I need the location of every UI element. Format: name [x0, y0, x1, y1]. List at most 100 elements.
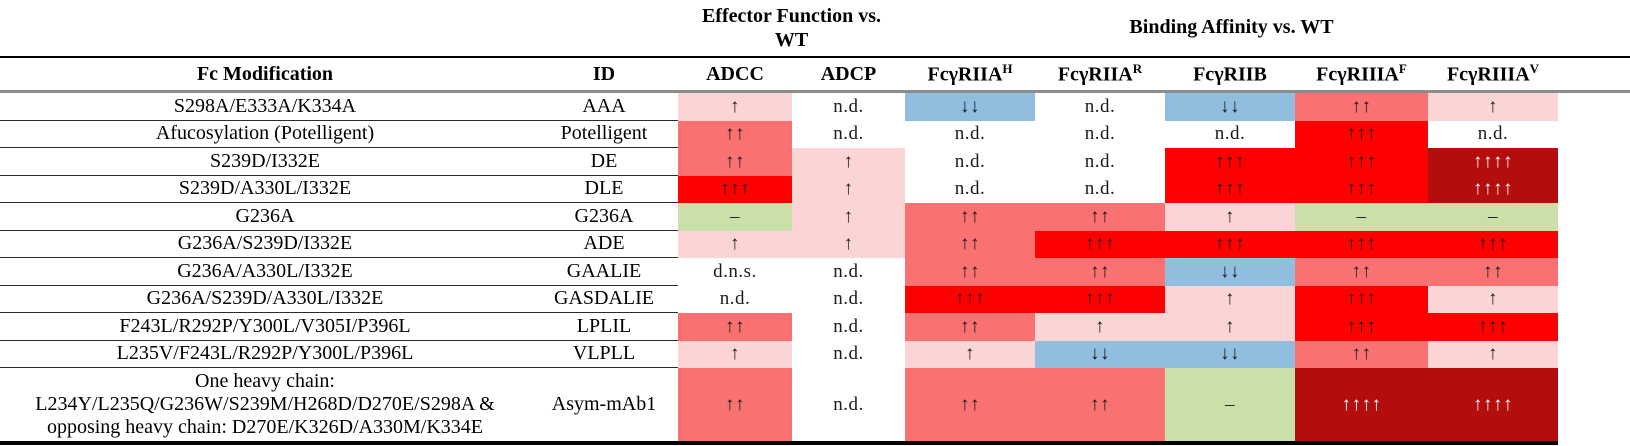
fcgriib-cell: ↑↑↑ — [1165, 230, 1295, 258]
col-header-fc-modification: Fc Modification — [196, 62, 334, 85]
fcgriia-r-cell: n.d. — [1084, 123, 1116, 145]
fcgriiia-v-cell: – — [1428, 203, 1558, 231]
adcc-cell: ↑↑↑ — [678, 175, 792, 203]
col-header-fcgriiia-v: FcγRIIIAV — [1446, 61, 1540, 86]
fc-modification-cell: L235V/F243L/R292P/Y300L/P396L — [0, 341, 530, 368]
fcgriib-cell: ↓↓ — [1165, 340, 1295, 368]
fcgriiia-f-cell: ↑↑↑↑ — [1295, 368, 1428, 441]
fcgriiia-f-cell: ↑↑↑ — [1295, 148, 1428, 176]
fcgriiia-f-cell: ↑↑↑ — [1295, 285, 1428, 313]
col-header-id: ID — [592, 62, 616, 85]
fcgriiia-v-cell: ↑↑↑↑ — [1428, 148, 1558, 176]
fc-modification-cell: S239D/A330L/I332E — [0, 176, 530, 203]
col-header-fcgriiia-f: FcγRIIIAF — [1316, 61, 1407, 86]
fcgriiia-v-cell: ↑↑↑↑ — [1428, 368, 1558, 441]
fcgriia-h-cell: n.d. — [954, 123, 986, 145]
fcgriib-cell: ↑ — [1165, 285, 1295, 313]
fcgriiia-v-cell: ↑↑↑↑ — [1428, 175, 1558, 203]
fcgriia-r-cell: ↑↑ — [1035, 368, 1165, 441]
fcgriia-h-cell: ↑↑↑ — [905, 285, 1035, 313]
fcgriia-h-cell: ↑ — [905, 340, 1035, 368]
fcgriia-h-cell: ↑↑ — [905, 313, 1035, 341]
adcp-cell: n.d. — [833, 123, 864, 145]
id-cell: AAA — [530, 93, 678, 121]
fcgriib-cell: ↑↑↑ — [1165, 148, 1295, 176]
col-header-adcc: ADCC — [706, 62, 764, 85]
adcc-cell: n.d. — [719, 288, 751, 310]
fcgriia-r-cell: ↑↑ — [1035, 258, 1165, 286]
adcp-cell: n.d. — [833, 95, 864, 117]
fcgriiia-f-cell: ↑↑ — [1295, 340, 1428, 368]
fc-modification-cell: F243L/R292P/Y300L/V305I/P396L — [0, 313, 530, 341]
fcgriia-r-cell: ↑↑↑ — [1035, 230, 1165, 258]
fcgriia-r-cell: ↑ — [1035, 313, 1165, 341]
fcgriia-r-cell: n.d. — [1084, 178, 1116, 200]
adcc-cell: ↑↑ — [678, 313, 792, 341]
fcgriib-cell: ↓↓ — [1165, 258, 1295, 286]
col-header-fcgriia-r: FcγRIIAR — [1057, 61, 1143, 86]
fc-modification-cell: G236A/S239D/A330L/I332E — [0, 286, 530, 313]
id-cell: DLE — [530, 176, 678, 203]
adcp-cell: ↑ — [792, 148, 905, 176]
fc-modification-cell: G236A/A330L/I332E — [0, 258, 530, 286]
col-header-fcgriib: FcγRIIB — [1193, 63, 1267, 86]
adcc-cell: – — [678, 203, 792, 231]
fcgriiia-v-cell: ↑↑↑ — [1428, 313, 1558, 341]
id-cell: LPLIL — [530, 313, 678, 341]
fc-modification-cell: S239D/I332E — [0, 148, 530, 176]
col-header-fcgriia-h: FcγRIIAH — [927, 61, 1013, 86]
adcc-cell: ↑↑ — [678, 368, 792, 441]
fcgriiia-f-cell: ↑↑ — [1295, 93, 1428, 121]
adcc-cell: ↑ — [678, 93, 792, 121]
id-cell: GAALIE — [530, 258, 678, 286]
adcp-cell: ↑ — [792, 230, 905, 258]
adcc-cell: d.n.s. — [713, 260, 757, 282]
id-cell: VLPLL — [530, 341, 678, 368]
id-cell: Asym-mAb1 — [551, 393, 657, 415]
fcgriia-h-cell: ↑↑ — [905, 258, 1035, 286]
fcgriiia-f-cell: ↑↑↑ — [1295, 175, 1428, 203]
fcgriia-r-cell: n.d. — [1084, 150, 1116, 172]
fcgriiia-f-cell: ↑↑↑ — [1295, 230, 1428, 258]
adcp-cell: n.d. — [833, 393, 864, 415]
column-header-row: Fc Modification ID ADCC ADCP FcγRIIAH Fc… — [0, 56, 1630, 93]
fcgriiia-v-cell: ↑↑↑ — [1428, 230, 1558, 258]
id-cell: DE — [530, 148, 678, 176]
fcgriia-h-cell: ↓↓ — [905, 93, 1035, 121]
adcp-cell: n.d. — [833, 260, 864, 282]
fcgriiia-v-cell: n.d. — [1477, 123, 1509, 145]
adcp-cell: n.d. — [833, 343, 864, 365]
adcc-cell: ↑↑ — [678, 120, 792, 148]
adcp-cell: ↑ — [792, 175, 905, 203]
fc-modification-cell: G236A/S239D/I332E — [0, 231, 530, 258]
id-cell: Potelligent — [530, 121, 678, 148]
group-header-binding-affinity: Binding Affinity vs. WT — [1129, 16, 1334, 38]
fc-modification-cell: Afucosylation (Potelligent) — [0, 121, 530, 148]
group-header-zone: Effector Function vs. WT Binding Affinit… — [0, 0, 1630, 56]
fcgriib-cell: ↓↓ — [1165, 93, 1295, 121]
id-cell: G236A — [530, 203, 678, 231]
adcp-cell: n.d. — [833, 315, 864, 337]
fcgriia-h-cell: ↑↑ — [905, 230, 1035, 258]
fcgriia-h-cell: ↑↑ — [905, 203, 1035, 231]
fcgriiia-f-cell: ↑↑ — [1295, 258, 1428, 286]
id-cell: ADE — [530, 231, 678, 258]
fcgriia-h-cell: ↑↑ — [905, 368, 1035, 441]
fcgriia-h-cell: n.d. — [954, 178, 986, 200]
fc-modification-cell: S298A/E333A/K334A — [0, 93, 530, 121]
fcgriib-cell: ↑ — [1165, 313, 1295, 341]
fcgriia-r-cell: ↑↑↑ — [1035, 285, 1165, 313]
adcp-cell: ↑ — [792, 203, 905, 231]
fcgriiia-v-cell: ↑ — [1428, 340, 1558, 368]
fcgriiia-f-cell: – — [1295, 203, 1428, 231]
adcp-cell: n.d. — [833, 288, 864, 310]
fcgriib-cell: – — [1165, 368, 1295, 441]
col-header-adcp: ADCP — [820, 62, 877, 85]
fcgriiia-v-cell: ↑↑ — [1428, 258, 1558, 286]
fcgriib-cell: n.d. — [1214, 123, 1246, 145]
fcgriib-cell: ↑ — [1165, 203, 1295, 231]
group-header-effector-function: Effector Function vs. WT — [701, 5, 882, 51]
table-body: S298A/E333A/K334A AAA ↑ n.d. ↓↓ n.d. ↓↓ … — [0, 93, 1558, 445]
fc-modification-cell: One heavy chain: L234Y/L235Q/G236W/S239M… — [35, 370, 495, 438]
